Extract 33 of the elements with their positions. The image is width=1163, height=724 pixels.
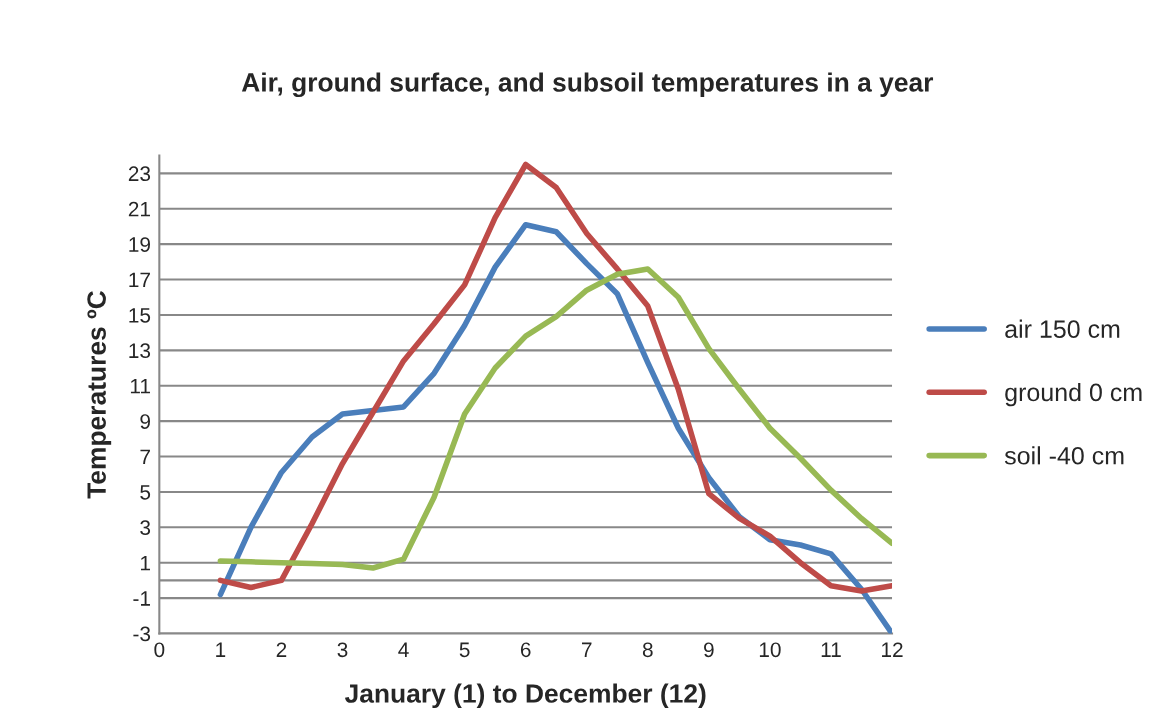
x-tick-label: 10: [759, 642, 781, 658]
legend-label: soil -40 cm: [1004, 446, 1124, 465]
y-tick-label: 19: [129, 237, 151, 252]
x-tick-label: 11: [821, 642, 841, 657]
x-tick-label: 12: [882, 642, 903, 657]
legend-label: ground 0 cm: [1005, 382, 1142, 407]
x-tick-label: 7: [582, 642, 592, 657]
x-tick-label: 3: [337, 642, 348, 658]
x-tick-label: 8: [642, 642, 653, 658]
x-tick-label: 0: [154, 642, 165, 658]
y-tick-label: 21: [128, 201, 150, 217]
x-tick-label: 4: [398, 642, 409, 657]
y-tick-label: -1: [133, 591, 150, 606]
legend-label: air 150 cm: [1005, 319, 1120, 338]
x-tick-label: 2: [276, 642, 287, 657]
y-tick-label: 23: [128, 166, 151, 182]
y-tick-label: 9: [140, 414, 151, 429]
x-tick-label: 5: [459, 642, 470, 658]
y-tick-label: 7: [140, 449, 150, 465]
y-tick-label: 3: [140, 520, 151, 536]
y-tick-label: 17: [129, 272, 150, 288]
y-tick-label: -3: [133, 626, 151, 642]
y-axis-title: Temperatures ºC: [87, 290, 112, 499]
y-tick-label: 13: [129, 343, 151, 359]
x-tick-label: 9: [704, 642, 714, 658]
x-tick-label: 1: [216, 642, 226, 657]
y-tick-label: 5: [140, 485, 151, 500]
x-tick-label: 6: [520, 642, 531, 658]
y-tick-label: 15: [129, 308, 151, 323]
y-tick-label: 11: [130, 378, 150, 394]
x-axis-title: January (1) to December (12): [344, 683, 706, 709]
y-tick-label: 1: [141, 555, 150, 571]
chart-title: Air, ground surface, and subsoil temperatures in a year: [241, 72, 934, 98]
